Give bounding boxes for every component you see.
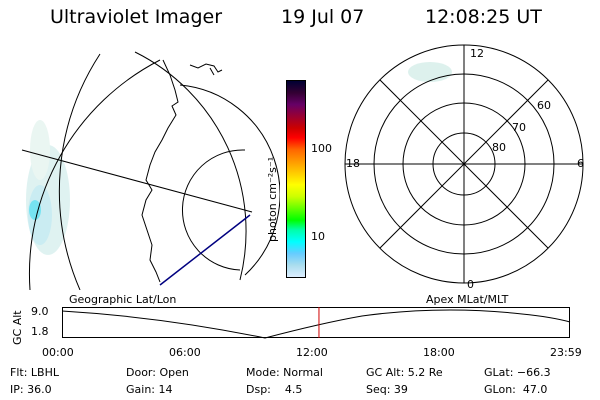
info-glat: GLat: −66.3: [484, 366, 551, 379]
info-ip: IP: 36.0: [10, 383, 52, 396]
info-door: Door: Open: [126, 366, 189, 379]
info-dsp: Dsp: 4.5: [246, 383, 303, 396]
lat-label-80: 80: [492, 141, 506, 154]
colorbar-tick-100: 100: [311, 142, 332, 155]
aurora-emission: [26, 120, 70, 255]
lat-label-70: 70: [512, 121, 526, 134]
info-gc-alt: GC Alt: 5.2 Re: [366, 366, 443, 379]
timeline-right-title: Apex MLat/MLT: [426, 293, 509, 306]
lat-circle-5: [58, 53, 101, 290]
mlt-label-6: 6: [577, 157, 584, 170]
altitude-curve: [62, 309, 571, 339]
info-seq: Seq: 39: [366, 383, 408, 396]
colorbar: [286, 80, 306, 278]
colorbar-unit-label: photon cm⁻²s⁻¹: [266, 156, 279, 242]
mlt-diagonal-2: [379, 79, 549, 249]
timeline-ytick-top: 9.0: [31, 305, 49, 318]
info-glon: GLon: 47.0: [484, 383, 548, 396]
timeline-xtick-1200: 12:00: [296, 346, 328, 359]
timeline-plot: [62, 307, 571, 339]
colorbar-tick-10: 10: [311, 230, 325, 243]
timeline-frame: [62, 307, 570, 338]
timeline-xtick-2359: 23:59: [550, 346, 582, 359]
geographic-map: [21, 51, 280, 290]
satellite-track: [159, 214, 251, 286]
timeline-xtick-0000: 00:00: [42, 346, 74, 359]
mlt-label-0: 0: [467, 278, 474, 291]
info-flt: Flt: LBHL: [10, 366, 59, 379]
mlt-label-12: 12: [470, 47, 484, 60]
timeline-xtick-0600: 06:00: [169, 346, 201, 359]
timeline-ytick-bottom: 1.8: [31, 325, 49, 338]
lon-line: [21, 149, 253, 213]
timeline-xtick-1800: 18:00: [423, 346, 455, 359]
info-gain: Gain: 14: [126, 383, 173, 396]
date-label: 19 Jul 07: [281, 6, 365, 28]
info-mode: Mode: Normal: [246, 366, 323, 379]
lat-circle-3: [179, 84, 280, 276]
aurora-emission-polar: [408, 62, 452, 82]
coastline: [141, 59, 223, 283]
mlt-label-18: 18: [346, 157, 360, 170]
lat-label-60: 60: [537, 99, 551, 112]
timeline-ylabel: GC Alt: [11, 310, 24, 345]
lat-circle-4: [182, 149, 246, 271]
timeline-left-title: Geographic Lat/Lon: [69, 293, 177, 306]
app-title: Ultraviolet Imager: [50, 6, 223, 28]
lat-circle-2: [134, 51, 247, 281]
lat-circle-1: [28, 59, 161, 290]
polar-plot: [344, 44, 584, 284]
time-label: 12:08:25 UT: [425, 6, 542, 28]
